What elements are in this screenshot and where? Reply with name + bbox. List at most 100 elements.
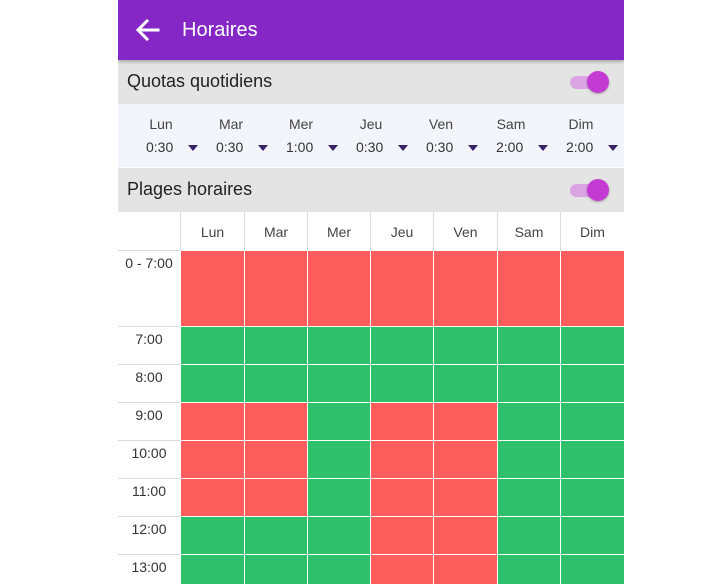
grid-day-header: Mer [307,212,370,250]
quota-select-lun[interactable]: 0:30 [136,139,198,159]
schedule-cell-blocked[interactable] [560,250,624,326]
schedule-cell-allowed[interactable] [560,440,624,478]
schedule-cell-allowed[interactable] [433,326,497,364]
ranges-header: Plages horaires [118,168,624,212]
ranges-toggle-thumb [587,179,609,201]
quota-day-label: Sam [496,116,526,132]
grid-time-label: 9:00 [118,402,180,440]
quota-select-sam[interactable]: 2:00 [486,139,548,159]
schedule-cell-allowed[interactable] [560,516,624,554]
grid-day-header: Ven [433,212,497,250]
quota-day-label: Dim [568,116,594,132]
schedule-cell-allowed[interactable] [560,554,624,584]
schedule-cell-allowed[interactable] [307,516,370,554]
quota-select-ven[interactable]: 0:30 [416,139,478,159]
quota-day-ven: Ven 0:30 [406,104,478,167]
schedule-cell-allowed[interactable] [497,326,560,364]
page-title: Horaires [182,19,258,41]
quotas-toggle-thumb [587,71,609,93]
schedule-cell-blocked[interactable] [370,402,433,440]
schedule-cell-blocked[interactable] [497,250,560,326]
grid-time-label: 13:00 [118,554,180,584]
grid-day-header: Mar [244,212,307,250]
quota-select-dim[interactable]: 2:00 [556,139,618,159]
quota-value: 1:00 [286,139,314,155]
grid-day-header: Sam [497,212,560,250]
schedule-cell-blocked[interactable] [180,440,244,478]
quotas-header: Quotas quotidiens [118,60,624,104]
quotas-row: Lun 0:30 Mar 0:30 Mer 1:00 Jeu 0:30 [118,104,624,167]
schedule-cell-blocked[interactable] [180,250,244,326]
schedule-cell-allowed[interactable] [497,516,560,554]
schedule-cell-allowed[interactable] [307,440,370,478]
schedule-cell-allowed[interactable] [180,364,244,402]
quota-day-jeu: Jeu 0:30 [336,104,408,167]
schedule-cell-allowed[interactable] [497,402,560,440]
schedule-cell-blocked[interactable] [433,478,497,516]
schedule-cell-allowed[interactable] [497,440,560,478]
schedule-cell-blocked[interactable] [244,478,307,516]
schedule-cell-allowed[interactable] [180,554,244,584]
quota-select-mar[interactable]: 0:30 [206,139,268,159]
dropdown-arrow-icon [258,145,268,151]
grid-day-header: Jeu [370,212,433,250]
arrow-left-icon[interactable] [132,14,164,46]
schedule-cell-blocked[interactable] [433,402,497,440]
quota-value: 2:00 [566,139,594,155]
schedule-cell-allowed[interactable] [370,364,433,402]
grid-time-label: 12:00 [118,516,180,554]
schedule-cell-allowed[interactable] [560,402,624,440]
quotas-toggle[interactable] [568,70,612,94]
schedule-cell-allowed[interactable] [433,364,497,402]
schedule-cell-allowed[interactable] [180,326,244,364]
quota-value: 0:30 [426,139,454,155]
phone-screen: Horaires Quotas quotidiens Lun 0:30 Mar … [118,0,624,584]
schedule-cell-allowed[interactable] [560,478,624,516]
schedule-cell-allowed[interactable] [244,326,307,364]
quota-day-label: Lun [149,116,173,132]
schedule-cell-blocked[interactable] [307,250,370,326]
schedule-cell-allowed[interactable] [560,364,624,402]
grid-time-label: 7:00 [118,326,180,364]
schedule-cell-blocked[interactable] [244,250,307,326]
schedule-cell-allowed[interactable] [307,326,370,364]
schedule-cell-allowed[interactable] [244,554,307,584]
schedule-cell-allowed[interactable] [307,554,370,584]
quotas-title: Quotas quotidiens [127,71,273,91]
ranges-toggle[interactable] [568,178,612,202]
schedule-cell-allowed[interactable] [307,478,370,516]
schedule-cell-blocked[interactable] [370,440,433,478]
schedule-cell-allowed[interactable] [560,326,624,364]
schedule-cell-blocked[interactable] [433,250,497,326]
schedule-cell-allowed[interactable] [497,478,560,516]
schedule-cell-blocked[interactable] [180,478,244,516]
grid-day-header: Dim [560,212,624,250]
schedule-cell-allowed[interactable] [370,326,433,364]
schedule-cell-allowed[interactable] [244,364,307,402]
schedule-cell-allowed[interactable] [497,364,560,402]
schedule-cell-allowed[interactable] [244,516,307,554]
quota-select-mer[interactable]: 1:00 [276,139,338,159]
schedule-cell-allowed[interactable] [307,364,370,402]
grid-time-label: 0 - 7:00 [118,250,180,326]
schedule-cell-blocked[interactable] [370,516,433,554]
app-bar: Horaires [118,0,624,60]
schedule-cell-blocked[interactable] [180,402,244,440]
schedule-cell-blocked[interactable] [433,516,497,554]
quota-select-jeu[interactable]: 0:30 [346,139,408,159]
schedule-cell-blocked[interactable] [244,402,307,440]
schedule-cell-blocked[interactable] [433,554,497,584]
dropdown-arrow-icon [328,145,338,151]
schedule-cell-blocked[interactable] [433,440,497,478]
schedule-cell-blocked[interactable] [370,250,433,326]
dropdown-arrow-icon [608,145,618,151]
quota-day-label: Ven [428,116,454,132]
schedule-cell-allowed[interactable] [307,402,370,440]
schedule-cell-allowed[interactable] [180,516,244,554]
schedule-cell-blocked[interactable] [370,554,433,584]
quota-day-dim: Dim 2:00 [546,104,618,167]
schedule-cell-allowed[interactable] [497,554,560,584]
schedule-cell-blocked[interactable] [370,478,433,516]
quota-value: 2:00 [496,139,524,155]
schedule-cell-blocked[interactable] [244,440,307,478]
